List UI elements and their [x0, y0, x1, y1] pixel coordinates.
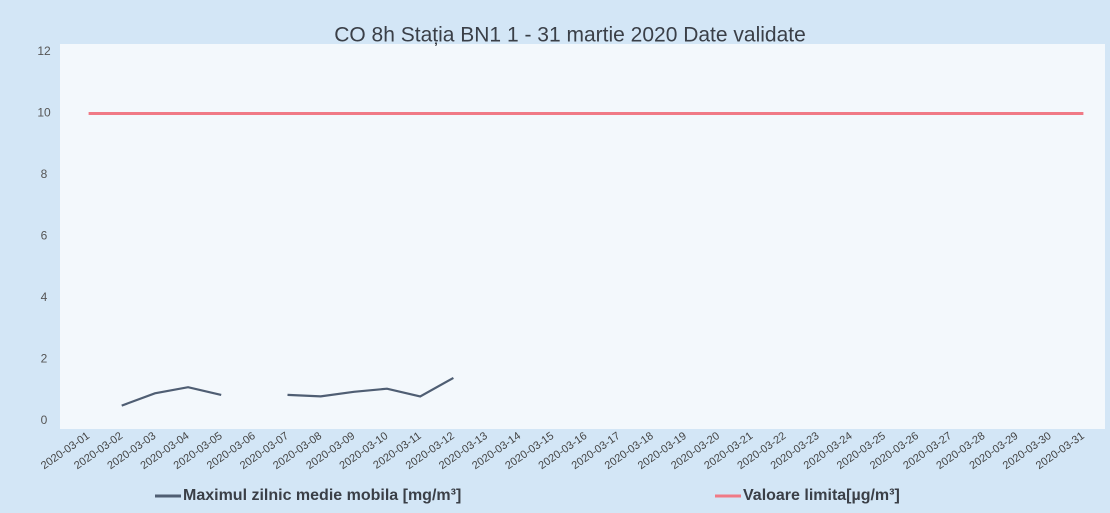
plot-area	[60, 44, 1105, 429]
legend-label: Valoare limita[µg/m³]	[743, 487, 900, 504]
y-tick-label: 6	[41, 229, 48, 243]
legend-label: Maximul zilnic medie mobila [mg/m³]	[183, 487, 461, 504]
series-line	[121, 376, 454, 407]
chart-title: CO 8h Stația BN1 1 - 31 martie 2020 Date…	[334, 24, 806, 47]
y-tick-label: 10	[37, 106, 51, 120]
y-tick-label: 4	[41, 290, 48, 304]
y-tick-label: 8	[41, 167, 48, 181]
y-tick-label: 12	[37, 44, 51, 58]
y-tick-label: 0	[41, 413, 48, 427]
y-tick-label: 2	[41, 352, 48, 366]
